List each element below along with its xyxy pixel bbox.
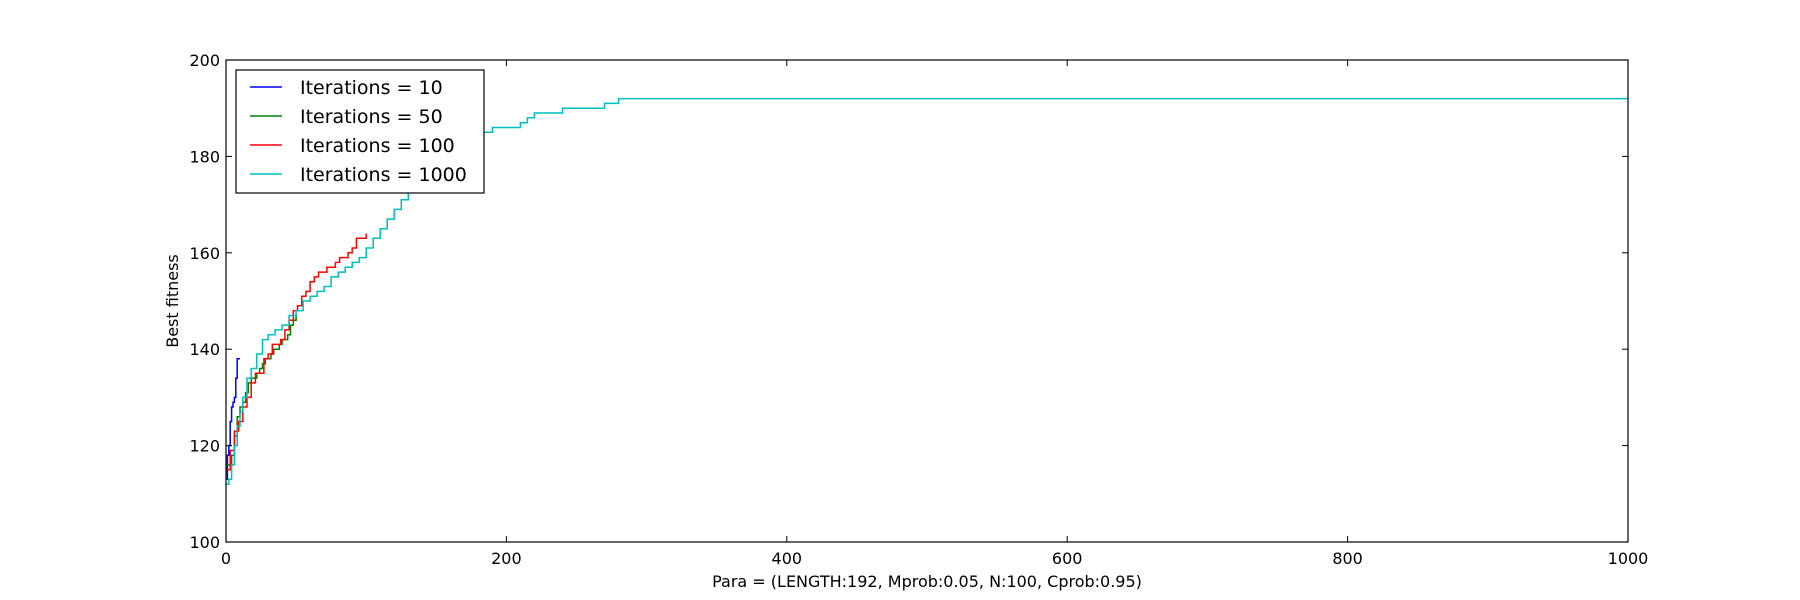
series-layer (226, 97, 1628, 485)
legend-entry: Iterations = 1000 (250, 164, 467, 186)
legend-label-iterations-1000: Iterations = 1000 (300, 164, 467, 186)
x-tick-label: 400 (772, 549, 803, 568)
y-tick-label: 120 (189, 437, 220, 456)
y-tick-label: 140 (189, 340, 220, 359)
x-tick-label: 200 (491, 549, 522, 568)
x-axis-title: Para = (LENGTH:192, Mprob:0.05, N:100, C… (712, 572, 1142, 591)
series-line-iterations-1000 (226, 97, 1628, 485)
legend-box (235, 69, 485, 194)
legend-entry: Iterations = 10 (250, 77, 443, 99)
y-tick-label: 180 (189, 147, 220, 166)
tick-layer: 0 200 400 600 800 1000 100 120 140 160 180 200 (189, 51, 1648, 568)
x-tick-label: 600 (1052, 549, 1083, 568)
series-line-iterations-10 (226, 358, 240, 481)
legend-label-iterations-100: Iterations = 100 (300, 135, 455, 157)
plot-frame (225, 59, 1629, 543)
y-tick-label: 200 (189, 51, 220, 70)
y-tick-label: 160 (189, 244, 220, 263)
x-tick-label: 800 (1332, 549, 1363, 568)
legend-entry: Iterations = 50 (250, 106, 443, 128)
x-tick-label: 0 (221, 549, 231, 568)
legend: Iterations = 10 Iterations = 50 Iteratio… (235, 69, 485, 194)
legend-label-iterations-50: Iterations = 50 (300, 106, 443, 128)
y-tick-label: 100 (189, 533, 220, 552)
legend-label-iterations-10: Iterations = 10 (300, 77, 443, 99)
series-line-iterations-50 (226, 315, 297, 466)
y-axis-title: Best fitness (163, 254, 182, 348)
x-tick-label: 1000 (1608, 549, 1649, 568)
legend-entry: Iterations = 100 (250, 135, 455, 157)
